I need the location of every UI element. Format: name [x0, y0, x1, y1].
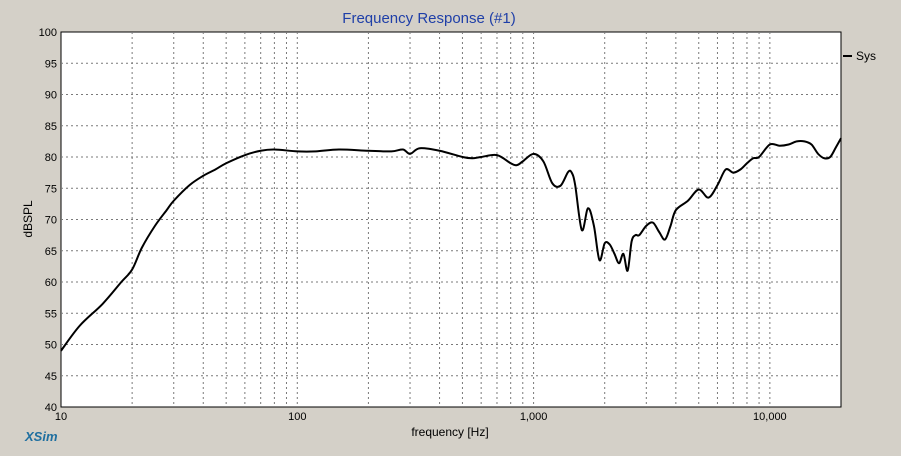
- y-tick-label: 55: [45, 308, 57, 320]
- x-tick-label: 10: [55, 411, 67, 423]
- app-brand-logo: XSim: [24, 429, 58, 444]
- y-tick-label: 70: [45, 215, 57, 227]
- grid-lines: [61, 32, 841, 407]
- x-tick-label: 100: [288, 411, 306, 423]
- y-tick-label: 85: [45, 121, 57, 133]
- x-tick-labels: 10 100 1,000 10,000: [55, 411, 787, 423]
- curve-layer: [60, 137, 842, 352]
- y-tick-label: 65: [45, 246, 57, 258]
- y-tick-labels: 40 45 50 55 60 65 70 75 80 85 90 95 100: [39, 27, 57, 414]
- y-tick-label: 95: [45, 58, 57, 70]
- series-line-sys: [60, 137, 842, 352]
- y-tick-label: 100: [39, 27, 57, 39]
- y-tick-label: 80: [45, 152, 57, 164]
- y-tick-label: 50: [45, 340, 57, 352]
- y-tick-label: 60: [45, 277, 57, 289]
- legend-label-sys: Sys: [856, 49, 876, 63]
- y-tick-label: 90: [45, 90, 57, 102]
- legend: Sys: [843, 49, 876, 63]
- y-tick-label: 45: [45, 371, 57, 383]
- y-tick-label: 75: [45, 183, 57, 195]
- x-tick-label: 1,000: [520, 411, 548, 423]
- x-axis-label: frequency [Hz]: [411, 425, 488, 439]
- y-axis-label: dBSPL: [21, 200, 35, 238]
- y-tick-label: 40: [45, 402, 57, 414]
- chart-title: Frequency Response (#1): [342, 10, 515, 27]
- x-tick-label: 10,000: [753, 411, 787, 423]
